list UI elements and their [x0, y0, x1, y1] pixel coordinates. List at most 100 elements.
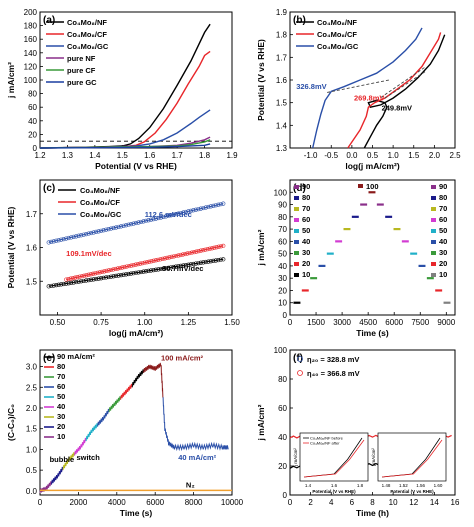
y-tick-label: 140 [24, 49, 38, 58]
y-tick-label: 20 [278, 286, 287, 295]
legend-entry: 80 [439, 193, 447, 202]
legend-entry: Co₄Mo₈/GC [80, 210, 122, 219]
y-tick-label: 80 [278, 375, 287, 384]
panel-label: (f) [293, 353, 303, 364]
y-tick-label: 70 [278, 225, 287, 234]
inset-legend-entry: Co₄Mo₈/NF after [310, 441, 340, 446]
signal-trace [120, 389, 127, 400]
signal-trace [160, 364, 164, 398]
y-tick-label: 1.8 [276, 31, 288, 40]
y-tick-label: 1.4 [276, 121, 288, 130]
legend-swatch [431, 273, 436, 277]
inset-frame [299, 432, 369, 482]
inset-frame [377, 432, 447, 482]
x-axis-label: Potential (V vs RHE) [95, 161, 177, 171]
x-tick-label: 14 [430, 498, 439, 507]
y-tick-label: 2.5 [26, 383, 38, 392]
x-tick-label: 0 [288, 318, 293, 327]
x-tick-label: 1.4 [89, 151, 101, 160]
y-tick-label: 40 [28, 117, 37, 126]
x-tick-label: 10 [389, 498, 398, 507]
inset-x-tick-label: 1.52 [399, 483, 408, 488]
signal-trace [91, 423, 99, 433]
inset-y-axis-label: j mA/cm² [293, 448, 298, 467]
legend-entry: 20 [302, 259, 310, 268]
signal-trace [102, 408, 110, 421]
legend-entry: 70 [439, 204, 447, 213]
x-tick-label: 12 [409, 498, 418, 507]
inset-y-axis-label: j mA/cm² [371, 448, 376, 467]
legend-entry: Co₄Mo₈/CF [80, 198, 120, 207]
legend-entry: 10 [57, 432, 65, 441]
signal-trace [173, 443, 185, 452]
y-tick-label: 90 [278, 201, 287, 210]
fit-line [66, 245, 224, 281]
y-tick-label: 1.5 [26, 425, 38, 434]
y-tick-label: 1.9 [276, 8, 288, 17]
overpotential-label: 269.8mV [354, 93, 384, 102]
legend-swatch [294, 262, 299, 266]
signal-trace [221, 445, 229, 450]
y-tick-label: 80 [28, 90, 37, 99]
legend-entry: 30 [302, 248, 310, 257]
legend-entry: 60 [439, 215, 447, 224]
legend-entry: 90 [439, 182, 447, 191]
y-axis-label: Potential (V vs RHE) [6, 206, 16, 288]
y-axis-label: j mA/cm² [6, 62, 16, 99]
x-tick-label: 10000 [221, 498, 244, 507]
x-tick-label: 6000 [146, 498, 164, 507]
legend-swatch [431, 240, 436, 244]
signal-trace [68, 452, 76, 462]
x-tick-label: 0.5 [367, 151, 379, 160]
y-tick-label: 200 [24, 8, 38, 17]
y-tick-label: 100 [274, 188, 288, 197]
signal-trace [183, 441, 195, 451]
x-tick-label: 1.3 [62, 151, 74, 160]
annotation: 40 mA/cm² [178, 453, 216, 462]
panel-label: (a) [43, 15, 55, 26]
legend-swatch [358, 184, 363, 188]
fit-line [48, 258, 224, 287]
panel-label: (b) [293, 15, 306, 26]
y-tick-label: 100 [24, 76, 38, 85]
legend-entry: 20 [439, 259, 447, 268]
legend-swatch [431, 251, 436, 255]
legend-entry: pure NF [67, 54, 96, 63]
x-tick-label: 7500 [411, 318, 429, 327]
tafel-slope-label: 80.7mV/dec [162, 264, 203, 273]
x-tick-label: 2 [308, 498, 313, 507]
inset-x-tick-label: 1.48 [382, 483, 391, 488]
y-tick-label: 20 [278, 462, 287, 471]
legend-swatch [431, 229, 436, 233]
legend-entry: 80 [57, 362, 65, 371]
legend-marker [297, 356, 303, 362]
panel-label: (c) [43, 183, 55, 194]
x-tick-label: 0 [288, 498, 293, 507]
signal-trace [56, 466, 64, 479]
legend-entry: 20 [57, 422, 65, 431]
y-tick-label: 1.5 [26, 277, 38, 286]
y-tick-label: 1.0 [26, 445, 38, 454]
y-tick-label: 0.0 [26, 487, 38, 496]
fit-line [48, 203, 224, 243]
signal-trace [202, 441, 214, 451]
legend-entry: η₂₀ = 328.8 mV [307, 355, 359, 364]
legend-entry: Co₄Mo₈/NF [67, 18, 107, 27]
y-tick-label: 0 [283, 491, 288, 500]
signal-trace [51, 474, 58, 485]
inset-x-axis-label: Potential (V vs RHE) [390, 489, 434, 494]
x-tick-label: 2000 [70, 498, 88, 507]
x-tick-label: 8 [370, 498, 375, 507]
tangent-line [327, 79, 390, 93]
legend-entry: 30 [439, 248, 447, 257]
signal-trace [97, 416, 104, 427]
legend-swatch [294, 273, 299, 277]
inset-x-tick-label: 1.60 [434, 483, 443, 488]
x-axis-label: Time (s) [120, 508, 153, 518]
legend-entry: 60 [302, 215, 310, 224]
y-tick-label: 1.7 [276, 53, 288, 62]
legend-swatch [431, 185, 436, 189]
x-tick-label: 0.50 [50, 318, 66, 327]
x-tick-label: 1.8 [199, 151, 211, 160]
